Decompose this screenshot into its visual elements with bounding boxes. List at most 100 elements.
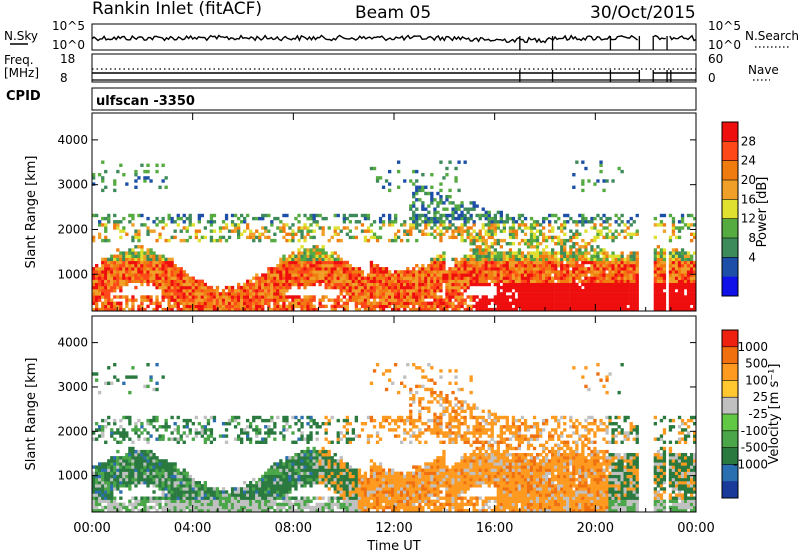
heatmap-cell-1666 <box>391 289 395 293</box>
heatmap-cell-2451 <box>493 213 497 218</box>
heatmap-cell-3253 <box>596 301 600 305</box>
heatmap-cell-1840 <box>418 282 422 287</box>
heatmap-cell-3736 <box>677 279 682 283</box>
heatmap-cell-1652 <box>388 270 392 274</box>
heatmap-cell-367 <box>146 176 150 180</box>
heatmap-cell-1375 <box>339 298 343 302</box>
heatmap-cell-1272 <box>321 304 325 309</box>
heatmap-cell-2443 <box>493 242 497 246</box>
heatmap-cell-310 <box>137 449 141 454</box>
heatmap-cell-607 <box>185 481 189 485</box>
heatmap-cell-133 <box>110 264 114 268</box>
heatmap-cell-3412 <box>614 257 618 262</box>
heatmap-cell-1437 <box>348 264 352 268</box>
heatmap-cell-119 <box>110 496 114 500</box>
heatmap-cell-3510 <box>629 285 633 290</box>
heatmap-cell-2931 <box>554 242 558 246</box>
heatmap-cell-2208 <box>463 254 467 258</box>
heatmap-cell-3352 <box>608 307 612 312</box>
heatmap-cell-3675 <box>668 254 673 258</box>
heatmap-cell-377 <box>149 267 153 271</box>
heatmap-cell-708 <box>212 292 217 296</box>
heatmap-cell-2793 <box>539 307 543 312</box>
heatmap-cell-1022 <box>282 276 286 280</box>
heatmap-cell-2011 <box>439 260 443 265</box>
heatmap-cell-2323 <box>478 251 482 255</box>
heatmap-cell-2530 <box>505 289 509 293</box>
heatmap-cell-2782 <box>535 257 540 262</box>
heatmap-cell-86 <box>104 471 108 475</box>
heatmap-cell-3311 <box>602 279 606 283</box>
heatmap-cell-3819 <box>690 289 694 293</box>
heatmap-cell-2607 <box>514 267 519 271</box>
heatmap-cell-2432 <box>493 279 497 283</box>
heatmap-cell-1640 <box>384 179 389 183</box>
heatmap-cell-1981 <box>436 276 440 280</box>
heatmap-cell-2384 <box>487 298 491 302</box>
heatmap-cell-3244 <box>593 248 597 252</box>
heatmap-cell-2674 <box>523 279 528 283</box>
heatmap-cell-832 <box>246 289 250 293</box>
heatmap-cell-2133 <box>454 235 458 240</box>
heatmap-cell-1955 <box>433 282 437 287</box>
heatmap-cell-3833 <box>690 223 694 227</box>
heatmap-cell-3187 <box>587 292 591 296</box>
heatmap-cell-3416 <box>614 220 618 224</box>
heatmap-cell-2712 <box>529 307 534 312</box>
heatmap-cell-1200 <box>309 282 313 287</box>
heatmap-cell-293 <box>137 279 141 283</box>
heatmap-cell-762 <box>224 505 229 510</box>
heatmap-cell-1860 <box>421 285 425 290</box>
heatmap-cell-3360 <box>608 282 612 287</box>
heatmap-cell-3001 <box>563 248 567 252</box>
heatmap-cell-3455 <box>620 260 624 265</box>
heatmap-cell-2490 <box>499 260 503 265</box>
heatmap-cell-831 <box>246 292 250 296</box>
heatmap-cell-1046 <box>285 267 289 271</box>
heatmap-cell-154 <box>113 431 117 435</box>
heatmap-cell-3634 <box>659 220 664 224</box>
heatmap-cell-1484 <box>357 270 362 274</box>
heatmap-cell-252 <box>128 418 132 423</box>
heatmap-cell-463 <box>164 289 168 293</box>
heatmap-cell-2522 <box>502 226 506 230</box>
heatmap-cell-843 <box>246 490 250 494</box>
heatmap-cell-172 <box>116 260 120 265</box>
heatmap-cell-477 <box>164 176 168 180</box>
heatmap-cell-361 <box>146 251 150 255</box>
heatmap-cell-685 <box>206 289 211 293</box>
heatmap-cell-3470 <box>623 285 627 290</box>
heatmap-cell-1127 <box>297 229 301 233</box>
heatmap-cell-3628 <box>659 260 664 265</box>
heatmap-cell-1783 <box>412 298 416 302</box>
heatmap-cell-845 <box>246 484 250 488</box>
heatmap-cell-3760 <box>680 276 685 280</box>
heatmap-cell-814 <box>240 508 244 513</box>
heatmap-cell-3292 <box>599 257 603 262</box>
heatmap-cell-2105 <box>451 270 455 274</box>
heatmap-cell-154 <box>113 223 117 227</box>
heatmap-cell-375 <box>149 505 153 510</box>
heatmap-cell-246 <box>128 456 132 460</box>
heatmap-cell-838 <box>246 223 250 227</box>
heatmap-cell-1154 <box>303 298 307 302</box>
heatmap-cell-2920 <box>554 285 558 290</box>
heatmap-cell-2560 <box>508 260 513 265</box>
heatmap-cell-2927 <box>554 260 558 265</box>
heatmap-cell-2199 <box>463 282 467 287</box>
heatmap-cell-2992 <box>563 279 567 283</box>
heatmap-cell-3489 <box>626 285 630 290</box>
heatmap-cell-3433 <box>617 260 621 265</box>
heatmap-cell-3278 <box>599 301 603 305</box>
heatmap-cell-2995 <box>563 270 567 274</box>
heatmap-cell-1997 <box>439 307 443 312</box>
heatmap-cell-3183 <box>587 304 591 309</box>
heatmap-cell-711 <box>209 508 214 513</box>
heatmap-cell-530 <box>173 264 177 268</box>
heatmap-cell-1924 <box>430 295 434 299</box>
heatmap-cell-1975 <box>436 298 440 302</box>
heatmap-cell-3604 <box>656 270 660 274</box>
heatmap-cell-369 <box>146 163 150 167</box>
heatmap-cell-3512 <box>629 279 633 283</box>
heatmap-cell-848 <box>249 282 253 287</box>
